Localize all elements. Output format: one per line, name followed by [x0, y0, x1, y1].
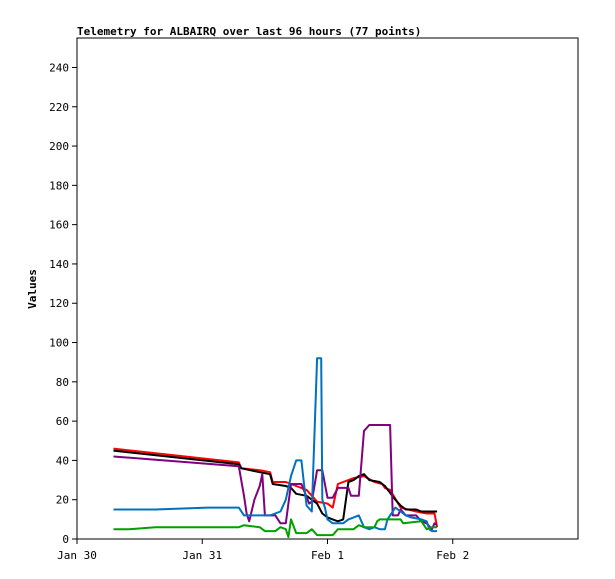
series-line-4 [113, 357, 438, 533]
y-tick-label: 20 [56, 494, 69, 507]
y-tick-label: 160 [49, 219, 69, 232]
y-tick-label: 100 [49, 337, 69, 350]
series-line-2 [113, 449, 438, 523]
series-line-1 [113, 447, 439, 528]
series-layer [113, 357, 439, 538]
plot-frame [76, 37, 579, 540]
y-axis: 0 20 40 60 80 100 120 140 160 180 200 220 240 [49, 61, 77, 546]
y-tick-label: 200 [49, 140, 69, 153]
y-axis-label: Values [26, 269, 39, 309]
y-tick-label: 240 [49, 61, 69, 74]
series-line-5 [113, 518, 438, 538]
y-tick-label: 60 [56, 415, 69, 428]
y-tick-label: 220 [49, 101, 69, 114]
y-tick-label: 80 [56, 376, 69, 389]
x-tick-label: Feb 2 [436, 549, 469, 562]
y-tick-label: 120 [49, 297, 69, 310]
y-tick-label: 40 [56, 454, 69, 467]
x-tick-label: Feb 1 [311, 549, 344, 562]
x-tick-label: Jan 31 [182, 549, 222, 562]
y-tick-label: 140 [49, 258, 69, 271]
chart-title: Telemetry for ALBAIRQ over last 96 hours… [77, 25, 421, 38]
x-axis: Jan 30 Jan 31 Feb 1 Feb 2 [57, 539, 469, 562]
x-tick-label: Jan 30 [57, 549, 97, 562]
y-tick-label: 0 [62, 533, 69, 546]
y-tick-label: 180 [49, 179, 69, 192]
